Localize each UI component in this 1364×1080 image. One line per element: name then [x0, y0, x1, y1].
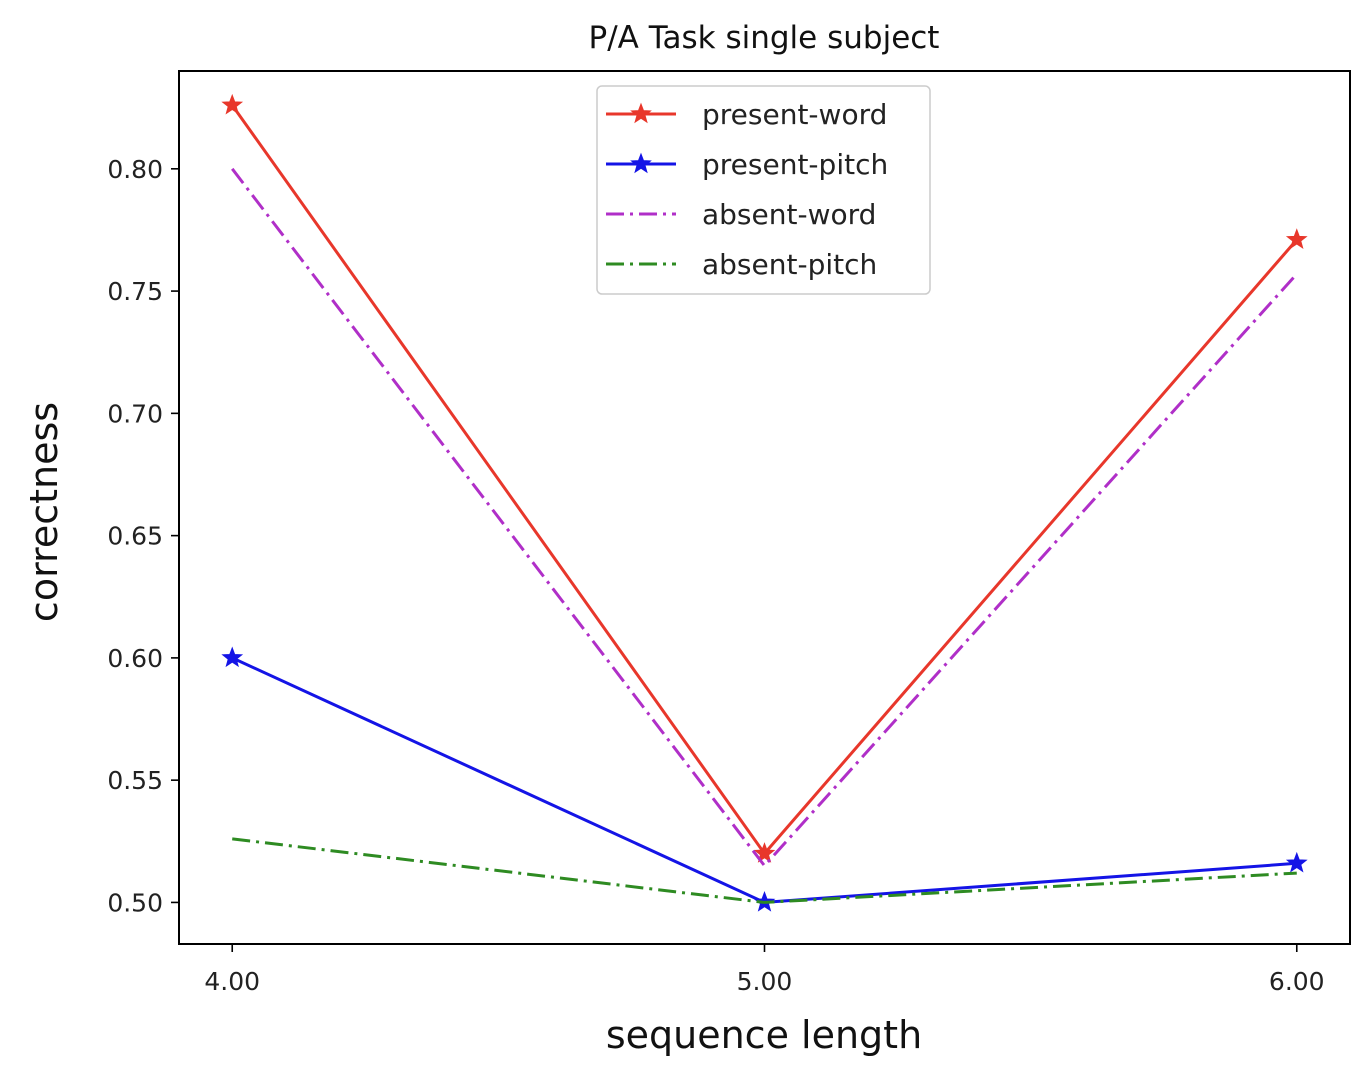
legend-item: absent-pitch — [606, 248, 877, 281]
chart-title: P/A Task single subject — [589, 20, 940, 56]
y-tick-label: 0.80 — [107, 155, 163, 184]
y-tick-label: 0.50 — [107, 888, 163, 917]
y-tick-label: 0.70 — [107, 399, 163, 428]
y-tick-label: 0.65 — [107, 522, 163, 551]
legend-label: present-word — [702, 98, 887, 131]
series-line — [232, 837, 1297, 904]
y-axis: 0.50 0.55 0.60 0.65 0.70 0.75 0.80 — [107, 155, 179, 917]
data-point — [1285, 228, 1308, 249]
legend: present-word present-pitch absent-word abse… — [596, 85, 931, 295]
x-tick-label: 5.00 — [737, 967, 793, 996]
series-present-pitch — [221, 646, 1308, 912]
y-tick-label: 0.60 — [107, 644, 163, 673]
y-axis-title: correctness — [22, 402, 66, 622]
series-line — [231, 656, 1297, 904]
data-point — [753, 842, 776, 863]
y-tick-label: 0.75 — [107, 277, 163, 306]
x-axis: 4.00 5.00 6.00 — [204, 944, 1325, 996]
legend-marker — [630, 102, 652, 124]
y-tick-label: 0.55 — [107, 766, 163, 795]
x-tick-label: 4.00 — [204, 967, 260, 996]
data-point — [221, 93, 244, 115]
legend-item: present-word — [606, 98, 887, 131]
legend-label: absent-pitch — [702, 248, 877, 281]
legend-marker — [630, 152, 652, 174]
data-point — [221, 646, 244, 668]
x-axis-title: sequence length — [606, 1013, 922, 1057]
legend-label: absent-word — [702, 198, 876, 231]
legend-item: absent-word — [606, 198, 876, 231]
data-point — [1285, 851, 1308, 873]
series-absent-pitch — [232, 837, 1297, 904]
series-present-word — [221, 93, 1308, 863]
series-layer — [221, 93, 1308, 912]
legend-box — [596, 85, 931, 295]
x-tick-label: 6.00 — [1269, 967, 1325, 996]
legend-item: present-pitch — [606, 148, 888, 181]
legend-label: present-pitch — [702, 148, 888, 181]
